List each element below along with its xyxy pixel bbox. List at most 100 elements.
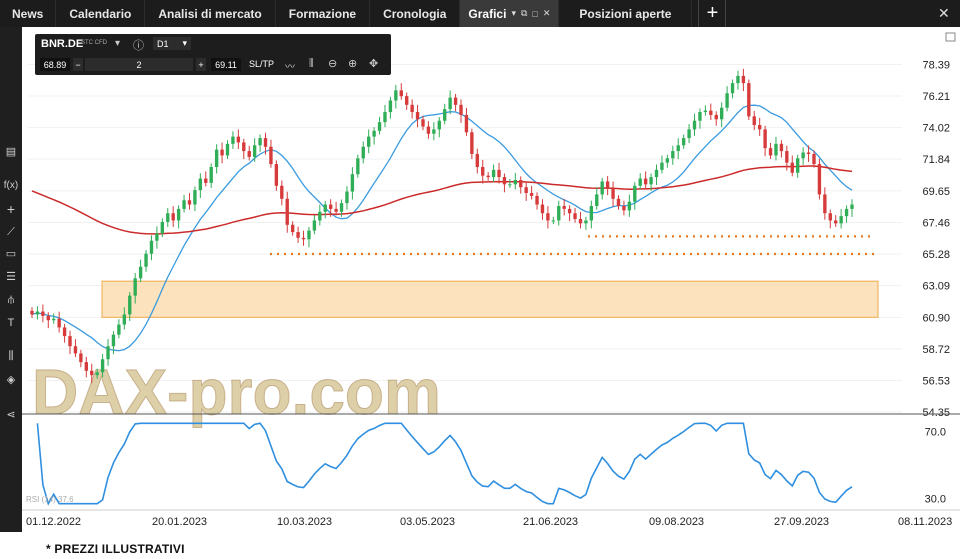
chevron-down-icon[interactable]: ▾ bbox=[115, 38, 121, 49]
popout-icon[interactable]: ⧉ bbox=[520, 8, 528, 18]
instrument-symbol[interactable]: BNR.DE bbox=[41, 38, 84, 50]
settings-icon bbox=[945, 32, 956, 42]
tab-label: Posizioni aperte bbox=[579, 6, 672, 21]
rsi-panel: RSI (14) 37.6 bbox=[26, 422, 853, 506]
pitchfork-icon[interactable]: ⫛ bbox=[7, 294, 15, 306]
candle-body bbox=[323, 204, 327, 212]
chart-type-icon[interactable]: ▤ bbox=[5, 146, 17, 158]
tab-news[interactable]: News bbox=[0, 0, 57, 27]
candle-body bbox=[817, 164, 822, 195]
x-tick-label: 01.12.2022 bbox=[26, 516, 81, 528]
candle-body bbox=[551, 220, 556, 222]
candle-body bbox=[426, 126, 431, 134]
candle-body bbox=[350, 174, 355, 192]
candle-body bbox=[166, 213, 170, 222]
ask-price-button[interactable]: 69.11 bbox=[211, 58, 241, 71]
candle-body bbox=[611, 188, 615, 199]
rsi-tick-label: 70.0 bbox=[925, 427, 946, 439]
candle-body bbox=[334, 208, 338, 212]
candle-body bbox=[394, 90, 398, 101]
close-icon[interactable]: ✕ bbox=[542, 8, 551, 18]
tab-posizioni-aperte[interactable]: Posizioni aperte bbox=[559, 0, 693, 27]
candle-body bbox=[698, 112, 702, 121]
candle-body bbox=[812, 153, 816, 165]
x-tick-label: 09.08.2023 bbox=[649, 516, 704, 528]
tab-cronologia[interactable]: Cronologia bbox=[370, 0, 461, 27]
add-tab-icon[interactable]: + bbox=[698, 0, 727, 27]
quantity-input[interactable]: 2 bbox=[85, 58, 193, 71]
line-chart-icon[interactable]: 〰 bbox=[285, 62, 295, 73]
candle-body bbox=[106, 346, 110, 360]
chart-background bbox=[22, 27, 960, 532]
y-tick-label: 76.21 bbox=[922, 91, 950, 103]
text-icon[interactable]: T bbox=[7, 317, 15, 329]
candles-icon[interactable]: ⫼ bbox=[309, 58, 314, 69]
candle-body bbox=[747, 83, 751, 117]
increase-quantity-button[interactable]: + bbox=[196, 58, 206, 71]
tab-formazione[interactable]: Formazione bbox=[276, 0, 371, 27]
y-tick-label: 54.35 bbox=[922, 407, 950, 419]
decrease-quantity-button[interactable]: − bbox=[73, 58, 83, 71]
candle-body bbox=[752, 116, 756, 126]
info-icon[interactable]: ⓘ bbox=[133, 40, 144, 52]
candle-body bbox=[714, 114, 718, 120]
x-tick-label: 21.06.2023 bbox=[523, 516, 578, 528]
zoom-out-icon[interactable]: ⊖ bbox=[328, 58, 338, 70]
candle-body bbox=[508, 184, 512, 186]
footnote: * PREZZI ILLUSTRATIVI bbox=[46, 542, 185, 556]
maximize-icon[interactable]: □ bbox=[532, 8, 538, 19]
candle-body bbox=[30, 310, 34, 315]
timeframe-select[interactable]: D1 ▾ bbox=[153, 37, 191, 50]
support-levels bbox=[270, 235, 874, 256]
y-tick-label: 60.90 bbox=[922, 312, 950, 324]
candle-body bbox=[736, 75, 740, 84]
candle-body bbox=[622, 206, 626, 211]
candle-body bbox=[481, 166, 485, 176]
candle-body bbox=[415, 112, 420, 120]
move-icon[interactable]: ✥ bbox=[369, 58, 379, 70]
chevron-down-icon[interactable]: ▾ bbox=[511, 8, 516, 18]
price-chart[interactable]: DAX-pro.com RSI (14) 37.6 78.39 76.21 74.0… bbox=[22, 27, 960, 532]
tab-grafici[interactable]: Grafici ▾ ⧉ □ ✕ bbox=[460, 0, 560, 27]
fibonacci-icon[interactable]: ☰ bbox=[6, 271, 16, 283]
candle-body bbox=[187, 200, 192, 205]
candle-body bbox=[84, 362, 88, 371]
candle-body bbox=[377, 122, 382, 131]
candle-body bbox=[649, 177, 653, 185]
candle-body bbox=[638, 178, 642, 186]
y-tick-label: 56.53 bbox=[922, 375, 950, 387]
candle-body bbox=[198, 178, 203, 191]
share-icon[interactable]: ⋖ bbox=[6, 409, 16, 421]
rectangle-icon[interactable]: ▭ bbox=[5, 248, 17, 260]
rsi-line bbox=[36, 422, 853, 506]
indicators-icon[interactable]: ⫼ bbox=[8, 350, 14, 362]
tab-calendario[interactable]: Calendario bbox=[56, 0, 146, 27]
zoom-in-icon[interactable]: ⊕ bbox=[348, 58, 358, 70]
sltp-button[interactable]: SL/TP bbox=[249, 59, 275, 69]
candle-body bbox=[757, 125, 762, 130]
candle-body bbox=[459, 104, 463, 115]
candle-body bbox=[692, 120, 697, 130]
trendline-icon[interactable]: ⟋ bbox=[7, 226, 15, 238]
candle-body bbox=[160, 221, 165, 234]
tab-analisi-di-mercato[interactable]: Analisi di mercato bbox=[145, 0, 276, 27]
candle-body bbox=[834, 220, 838, 224]
bid-price-button[interactable]: 68.89 bbox=[40, 58, 70, 71]
candle-body bbox=[725, 93, 729, 108]
ask-price: 69.11 bbox=[215, 59, 237, 70]
window-close-icon[interactable]: ✕ bbox=[938, 5, 950, 21]
y-tick-label: 78.39 bbox=[922, 59, 950, 71]
layers-icon[interactable]: ◈ bbox=[6, 374, 16, 386]
candle-body bbox=[605, 181, 610, 189]
candle-body bbox=[502, 177, 507, 185]
y-tick-label: 67.46 bbox=[922, 217, 950, 229]
candle-body bbox=[128, 295, 132, 315]
x-tick-label: 27.09.2023 bbox=[774, 516, 829, 528]
chart-area[interactable]: DAX-pro.com RSI (14) 37.6 78.39 76.21 74.0… bbox=[22, 27, 960, 532]
rsi-tick-label: 30.0 bbox=[925, 494, 946, 506]
candle-body bbox=[204, 178, 208, 183]
fx-icon[interactable]: f(x) bbox=[3, 180, 19, 191]
candle-body bbox=[513, 179, 517, 185]
crosshair-icon[interactable]: + bbox=[6, 201, 16, 217]
candle-body bbox=[774, 143, 778, 156]
